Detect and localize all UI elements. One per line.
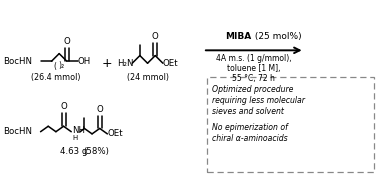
Text: OEt: OEt [163, 59, 178, 68]
Text: O: O [64, 37, 70, 46]
Text: Optimized procedure: Optimized procedure [212, 85, 293, 94]
Text: (: ( [54, 62, 56, 71]
Text: requiring less molecular: requiring less molecular [212, 96, 305, 105]
Text: sieves and solvent: sieves and solvent [212, 107, 284, 116]
Text: BocHN: BocHN [3, 57, 32, 66]
Text: +: + [102, 57, 113, 70]
Text: OEt: OEt [107, 129, 123, 138]
Text: NH: NH [72, 126, 85, 135]
Text: )₂: )₂ [58, 61, 64, 70]
Text: 4.63 g: 4.63 g [60, 147, 88, 156]
Text: H₂N: H₂N [117, 59, 134, 68]
Text: chiral α-aminoacids: chiral α-aminoacids [212, 134, 288, 143]
Bar [207, 77, 374, 172]
Text: 4A m.s. (1 g/mmol),: 4A m.s. (1 g/mmol), [216, 54, 291, 63]
Text: (26.4 mmol): (26.4 mmol) [31, 73, 80, 82]
Text: No epimerization of: No epimerization of [212, 123, 288, 132]
Text: (24 mmol): (24 mmol) [127, 73, 169, 82]
Text: MIBA: MIBA [226, 32, 252, 41]
Text: O: O [96, 105, 103, 114]
Text: (25 mol%): (25 mol%) [252, 32, 301, 41]
Text: (58%): (58%) [84, 147, 109, 156]
Text: toluene [1 M],: toluene [1 M], [227, 64, 280, 73]
Text: OH: OH [78, 57, 91, 66]
Text: BocHN: BocHN [3, 127, 32, 136]
Text: O: O [60, 102, 67, 111]
Text: H: H [73, 135, 78, 141]
Text: O: O [152, 32, 159, 41]
Text: 55 °C, 72 h: 55 °C, 72 h [232, 74, 275, 83]
